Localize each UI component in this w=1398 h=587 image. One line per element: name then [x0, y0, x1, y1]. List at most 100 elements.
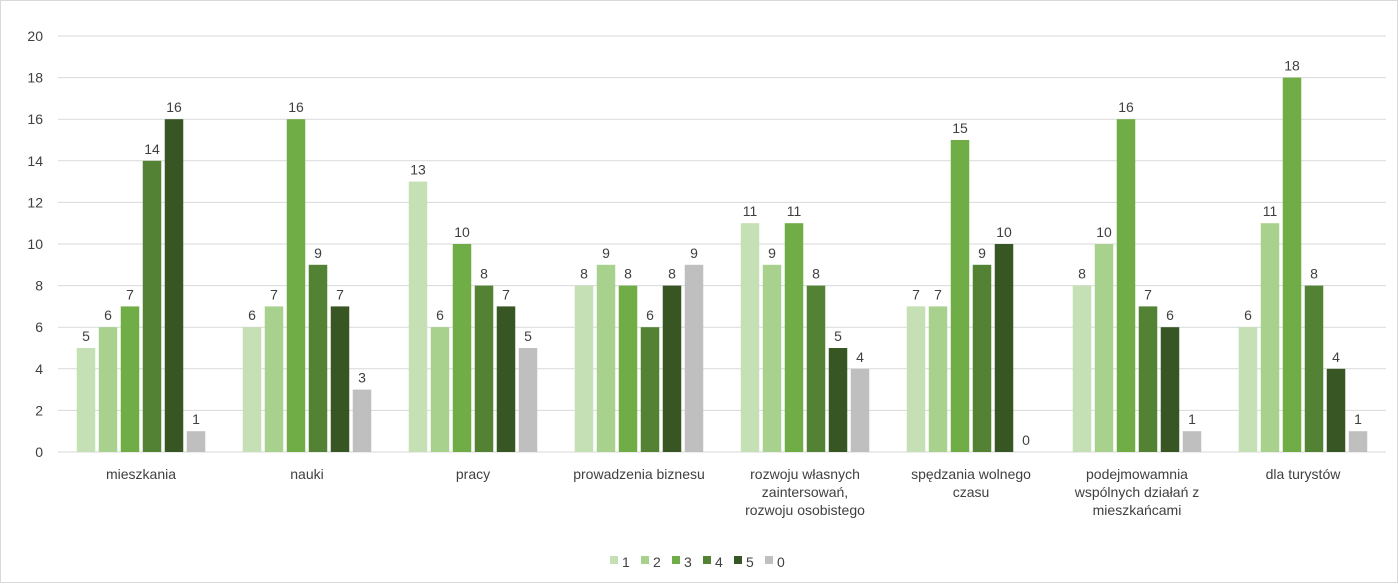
y-tick-label: 14: [27, 153, 43, 169]
data-label: 5: [524, 328, 532, 344]
data-label: 3: [358, 370, 366, 386]
bar: [286, 119, 306, 452]
bar: [120, 306, 140, 452]
legend-swatch: [765, 556, 773, 564]
bar: [308, 264, 328, 452]
data-label: 6: [436, 307, 444, 323]
legend-swatch: [672, 556, 680, 564]
bar: [684, 264, 704, 452]
bar: [1182, 431, 1202, 452]
data-label: 7: [1144, 286, 1152, 302]
bar: [618, 285, 638, 452]
bar: [740, 223, 760, 452]
bar: [474, 285, 494, 452]
category-label-line: nauki: [290, 466, 323, 482]
y-axis-tick-labels: 0 2 4 6 8 10 12 14 16 18 20: [27, 28, 43, 460]
data-label: 1: [1188, 411, 1196, 427]
bar: [496, 306, 516, 452]
bar: [828, 348, 848, 452]
y-tick-label: 10: [27, 236, 43, 252]
data-label: 8: [580, 266, 588, 282]
legend-label: 4: [715, 554, 723, 570]
data-label: 8: [668, 266, 676, 282]
data-label: 8: [1310, 266, 1318, 282]
bar: [806, 285, 826, 452]
data-label: 8: [624, 266, 632, 282]
data-label: 7: [336, 286, 344, 302]
bar: [164, 119, 184, 452]
data-label: 7: [270, 286, 278, 302]
bar: [640, 327, 660, 452]
data-label: 0: [1022, 432, 1030, 448]
y-tick-label: 2: [35, 402, 43, 418]
bar: [186, 431, 206, 452]
bar: [352, 389, 372, 452]
y-tick-label: 6: [35, 319, 43, 335]
data-label: 1: [1354, 411, 1362, 427]
bar: [662, 285, 682, 452]
data-label: 15: [952, 120, 968, 136]
bar: [972, 264, 992, 452]
data-label: 6: [1244, 307, 1252, 323]
category-label-line: zaintersowań,: [762, 484, 848, 500]
bar: [242, 327, 262, 452]
category-label-line: spędzania wolnego: [911, 466, 1031, 482]
category-label-line: mieszkańcami: [1093, 502, 1182, 518]
data-label: 7: [502, 286, 510, 302]
bar: [906, 306, 926, 452]
bar: [1138, 306, 1158, 452]
category-label: prowadzenia biznesu: [573, 466, 705, 482]
bar: [1326, 368, 1346, 452]
category-label: rozwoju własnych zaintersowań, rozwoju oso…: [745, 466, 865, 518]
data-label: 9: [978, 245, 986, 261]
y-tick-label: 16: [27, 111, 43, 127]
category-label: podejmowamnia wspólnych działań z mieszkań…: [1074, 466, 1200, 518]
data-label: 9: [690, 245, 698, 261]
bar: [1304, 285, 1324, 452]
category-label-line: wspólnych działań z: [1074, 484, 1200, 500]
data-label: 8: [812, 266, 820, 282]
legend-swatch: [703, 556, 711, 564]
data-label: 6: [104, 307, 112, 323]
data-label: 6: [1166, 307, 1174, 323]
data-label: 6: [248, 307, 256, 323]
bar: [76, 348, 96, 452]
category-label-line: rozwoju własnych: [750, 466, 860, 482]
bar: [518, 348, 538, 452]
category-label: dla turystów: [1266, 466, 1342, 482]
bar: [1160, 327, 1180, 452]
category-label-line: rozwoju osobistego: [745, 502, 865, 518]
bar: [1260, 223, 1280, 452]
category-label: nauki: [290, 466, 323, 482]
data-label: 9: [314, 245, 322, 261]
data-label: 10: [996, 224, 1012, 240]
bar: [408, 181, 428, 452]
data-label: 6: [646, 307, 654, 323]
y-tick-label: 0: [35, 444, 43, 460]
category-label-line: czasu: [953, 484, 990, 500]
data-label: 1: [192, 411, 200, 427]
bar: [142, 160, 162, 453]
category-label: pracy: [456, 466, 490, 482]
y-tick-label: 18: [27, 70, 43, 86]
data-label: 16: [288, 99, 304, 115]
bar: [1094, 244, 1114, 452]
data-label: 5: [82, 328, 90, 344]
y-tick-label: 4: [35, 361, 43, 377]
data-label: 9: [602, 245, 610, 261]
legend-label: 3: [684, 554, 692, 570]
data-label: 14: [144, 141, 160, 157]
legend-swatch: [641, 556, 649, 564]
legend: 1 2 3 4 5 0: [610, 554, 785, 570]
bar: [574, 285, 594, 452]
legend-label: 0: [777, 554, 785, 570]
data-label: 11: [743, 203, 758, 219]
bar: [1238, 327, 1258, 452]
bar: [1072, 285, 1092, 452]
category-label-line: podejmowamnia: [1086, 466, 1188, 482]
data-label: 5: [834, 328, 842, 344]
category-labels: mieszkania nauki pracy prowadzenia biznesu r…: [106, 466, 1341, 518]
bar: [784, 223, 804, 452]
